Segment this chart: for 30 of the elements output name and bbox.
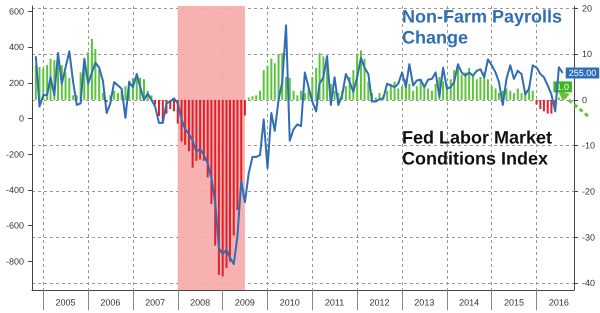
x-tick-label: 2013 xyxy=(414,298,434,308)
x-tick-label: 2011 xyxy=(324,298,344,308)
series-label: Non-Farm Payrolls Change xyxy=(402,6,568,48)
x-tick-label: 2009 xyxy=(234,298,255,308)
y-tick-label: -600 xyxy=(6,220,24,231)
x-tick-label: 2007 xyxy=(145,298,166,308)
x-tick-label: 2015 xyxy=(504,298,524,308)
y2-tick-label: -40 xyxy=(582,278,596,288)
y-tick-label: -800 xyxy=(6,256,24,266)
x-tick-label: 2008 xyxy=(190,298,210,308)
y-tick-label: -400 xyxy=(6,184,24,195)
y2-tick-label: -20 xyxy=(582,186,596,197)
series-label: Fed Labor Market Conditions Index xyxy=(402,128,558,168)
x-tick-label: 2012 xyxy=(369,298,390,308)
y-tick-label: 600 xyxy=(8,6,24,16)
y2-tick-label: 0 xyxy=(582,94,588,105)
x-tick-label: 2014 xyxy=(459,298,480,308)
y-tick-label: 0 xyxy=(18,114,24,124)
y2-tick-label: 20 xyxy=(582,3,592,14)
y-tick-label: 200 xyxy=(8,78,24,88)
y2-tick-label: -10 xyxy=(582,140,596,151)
x-tick-label: 2006 xyxy=(100,298,120,308)
y2-tick-label: 10 xyxy=(582,49,592,60)
data-label: 255.00 xyxy=(568,68,596,78)
y-tick-label: 400 xyxy=(8,42,24,52)
x-tick-label: 2010 xyxy=(280,298,300,308)
y-tick-label: -200 xyxy=(6,149,24,160)
x-tick-label: 2005 xyxy=(56,298,76,308)
y2-tick-label: -30 xyxy=(582,232,596,242)
x-tick-label: 2016 xyxy=(548,298,569,308)
